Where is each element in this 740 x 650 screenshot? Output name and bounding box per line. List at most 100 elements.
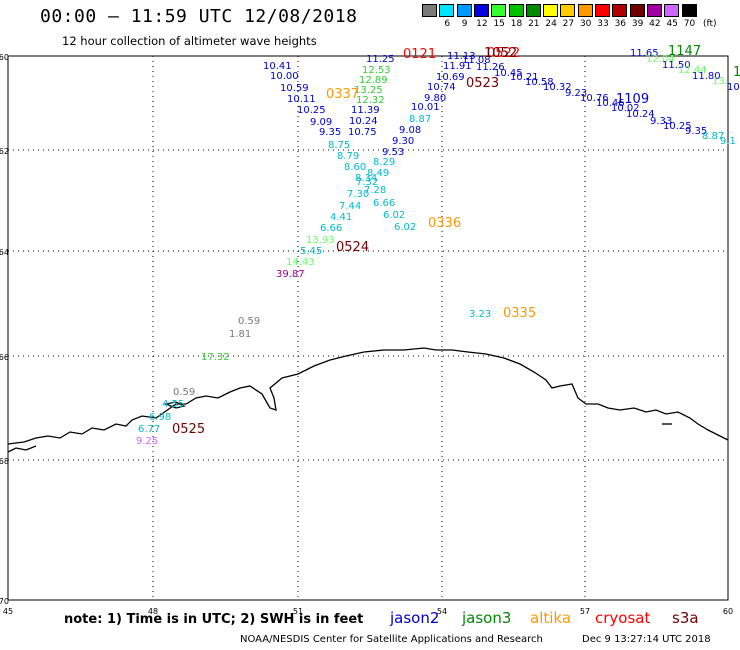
wave-height-value: 10.32 bbox=[543, 82, 572, 93]
longitude-label: 60 bbox=[723, 607, 733, 616]
graticule-grid bbox=[8, 56, 728, 600]
wave-height-value: 14.43 bbox=[286, 257, 315, 268]
wave-height-value: 6.02 bbox=[383, 210, 405, 221]
scale-tick-label: 42 bbox=[649, 19, 661, 29]
wave-height-value: 39.87 bbox=[276, 269, 305, 280]
wave-height-value: 11.26 bbox=[476, 62, 505, 73]
footer-note: note: 1) Time is in UTC; 2) SWH is in fe… bbox=[64, 612, 364, 627]
wave-height-value: 6.02 bbox=[394, 222, 416, 233]
wave-height-value: 6.66 bbox=[320, 223, 342, 234]
wave-height-value: 12.89 bbox=[359, 75, 388, 86]
wave-height-value: 10.74 bbox=[427, 82, 456, 93]
satellite-name-jason3: jason3 bbox=[462, 609, 512, 627]
scale-tick-label: 45 bbox=[666, 19, 678, 29]
wave-height-value: 10.41 bbox=[263, 61, 292, 72]
scale-swatch bbox=[456, 4, 472, 17]
wave-height-value: 13.25 bbox=[354, 85, 383, 96]
wave-height-value: 3.23 bbox=[469, 309, 491, 320]
wave-height-value: 9.30 bbox=[392, 136, 414, 147]
coastline-inlet bbox=[163, 401, 186, 409]
scale-swatch bbox=[595, 4, 610, 17]
scale-tick-label: 39 bbox=[631, 19, 644, 29]
scale-swatch bbox=[612, 4, 628, 17]
wave-height-value: 8.87 bbox=[702, 131, 724, 142]
wave-height-value: 12.53 bbox=[362, 65, 391, 76]
scale-swatch bbox=[629, 4, 645, 17]
scale-tick-label: 9 bbox=[461, 19, 468, 29]
wave-height-value: 10.00 bbox=[270, 71, 299, 82]
wave-height-value: 0.59 bbox=[173, 387, 195, 398]
pass-time-label: 0121 bbox=[403, 47, 436, 62]
wave-height-value: 8.34 bbox=[355, 173, 377, 184]
latitude-label: -66 bbox=[0, 353, 9, 362]
wave-height-value: 10.76 bbox=[580, 93, 609, 104]
latitude-label: -64 bbox=[0, 248, 9, 257]
longitude-label: 48 bbox=[148, 607, 158, 616]
wave-height-value: 10 bbox=[727, 82, 740, 93]
wave-height-value: 10.75 bbox=[348, 127, 377, 138]
wave-height-value: 9.08 bbox=[399, 125, 421, 136]
wave-height-value: 4.55 bbox=[162, 399, 184, 410]
wave-height-value: 1.81 bbox=[229, 329, 251, 340]
scale-swatch bbox=[681, 4, 697, 17]
scale-tick-label: 33 bbox=[597, 19, 609, 29]
scale-swatch bbox=[525, 4, 541, 17]
scale-swatch bbox=[439, 4, 455, 17]
map-title: 00:00 – 11:59 UTC 12/08/2018 bbox=[40, 6, 358, 27]
wave-height-value: 8.75 bbox=[328, 140, 350, 151]
latitude-label: -70 bbox=[0, 597, 9, 606]
scale-swatch bbox=[560, 4, 576, 17]
satellite-name-s3a: s3a bbox=[672, 609, 699, 627]
wave-height-value: 10.59 bbox=[280, 83, 309, 94]
wave-height-value: 9.33 bbox=[650, 116, 672, 127]
satellite-name-cryosat: cryosat bbox=[595, 609, 651, 627]
wave-height-value: 11.13 bbox=[447, 51, 476, 62]
wave-height-value: 10.45 bbox=[494, 68, 523, 79]
scale-tick-label: 36 bbox=[614, 19, 627, 29]
longitude-label: 57 bbox=[580, 607, 590, 616]
wave-height-value: 4.41 bbox=[330, 212, 352, 223]
credit-line: NOAA/NESDIS Center for Satellite Applica… bbox=[240, 634, 543, 645]
map-frame bbox=[7, 55, 729, 601]
pass-time-label: 0522 bbox=[487, 46, 520, 61]
wave-height-value: 11.50 bbox=[662, 60, 691, 71]
scale-tick-label: 6 bbox=[444, 19, 451, 29]
latitude-label: -62 bbox=[0, 147, 9, 156]
wave-height-value: 11.39 bbox=[351, 105, 380, 116]
longitude-label: 51 bbox=[293, 607, 303, 616]
longitude-label: 54 bbox=[437, 607, 447, 616]
wave-height-value: 10.21 bbox=[510, 72, 539, 83]
wave-height-value: 8.79 bbox=[337, 151, 359, 162]
wave-height-value: 9.53 bbox=[382, 147, 404, 158]
scale-tick-label: 21 bbox=[528, 19, 540, 29]
longitude-label: 45 bbox=[3, 607, 13, 616]
pass-time-label: 0337 bbox=[326, 87, 359, 102]
wave-height-value: 10.01 bbox=[411, 102, 440, 113]
map-subtitle: 12 hour collection of altimeter wave hei… bbox=[62, 34, 317, 48]
wave-height-value: 7.28 bbox=[364, 185, 386, 196]
scale-tick-label: 12 bbox=[476, 19, 488, 29]
pass-time-label: 1 bbox=[733, 65, 740, 80]
wave-height-value: 7.44 bbox=[339, 201, 361, 212]
wave-height-value: 10.11 bbox=[287, 94, 316, 105]
pass-time-label: 0335 bbox=[503, 306, 536, 321]
wave-height-value: 6.77 bbox=[138, 424, 160, 435]
wave-height-value: 0.59 bbox=[238, 316, 260, 327]
wave-height-value: 10.25 bbox=[663, 121, 692, 132]
scale-tick-label: 70 bbox=[683, 19, 696, 29]
latitude-label: -68 bbox=[0, 457, 9, 466]
wave-height-value: 8.29 bbox=[373, 157, 395, 168]
wave-height-value: 8.60 bbox=[344, 162, 366, 173]
wave-height-value: 10.25 bbox=[297, 105, 326, 116]
coastline-south-segment bbox=[7, 445, 37, 453]
wave-height-value: 10.24 bbox=[626, 109, 655, 120]
wave-height-value: 8.87 bbox=[409, 114, 431, 125]
wave-height-value: 6.66 bbox=[373, 198, 395, 209]
pass-time-label: 0524 bbox=[336, 240, 369, 255]
scale-swatch bbox=[491, 4, 507, 17]
scale-tick-label: 30 bbox=[579, 19, 592, 29]
wave-height-value: 6.98 bbox=[149, 412, 171, 423]
